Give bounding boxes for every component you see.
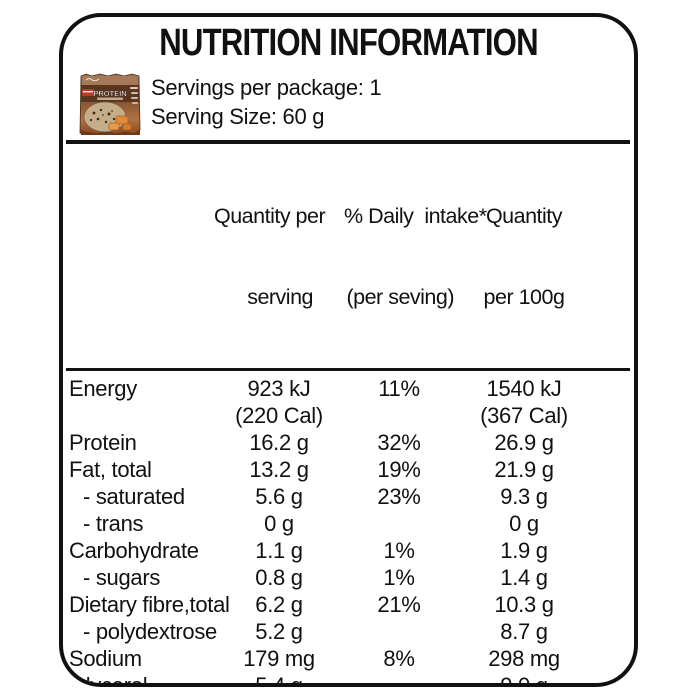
serving-size: Serving Size: 60 g (151, 104, 325, 129)
daily-intake-value (344, 672, 454, 683)
nutrition-table: Energy 923 kJ (220 Cal) 11% 1540 kJ (367… (66, 371, 630, 687)
daily-intake-value: 32% (377, 430, 421, 455)
daily-intake-value: 21% (377, 592, 421, 617)
table-header-row: Quantity per serving % Daily intake* (pe… (66, 144, 630, 368)
nutrient-name: - saturated (83, 484, 185, 509)
serving-info: Servings per package: 1 Serving Size: 60… (151, 70, 382, 131)
table-row-polydextrose: - polydextrose 5.2 g 8.7 g (66, 618, 630, 645)
qty-per-100g-value: 8.7 g (500, 619, 548, 644)
package-wordmark: PROTEIN (93, 89, 126, 98)
nutrient-name: Energy (69, 376, 137, 401)
qty-per-serving-value: 0 g (264, 511, 294, 536)
qty-per-100g-value: 26.9 g (494, 430, 554, 455)
daily-intake-value: 1% (383, 538, 415, 563)
nutrient-name: - sugars (83, 565, 161, 590)
qty-per-serving-value: 13.2 g (249, 457, 309, 482)
table-row-trans: - trans 0 g 0 g (66, 510, 630, 537)
daily-intake-value (344, 618, 454, 645)
table-row-glycerol: Glycerol 5.4 g 9.0 g (66, 672, 630, 687)
qty-per-100g-value: 10.3 g (494, 592, 554, 617)
qty-per-100g-value: 1.9 g (500, 538, 548, 563)
nutrition-label-panel: NUTRITION INFORMATION PROTEIN (59, 13, 638, 687)
qty-per-serving-value: 16.2 g (249, 430, 309, 455)
qty-per-100g-value: 0 g (509, 511, 539, 536)
header-nutrient-spacer (66, 149, 214, 365)
qty-per-serving-value: 0.8 g (255, 565, 303, 590)
header-qty-per-serving: Quantity per serving (214, 204, 326, 309)
nutrient-name: Carbohydrate (69, 538, 199, 563)
page-title: NUTRITION INFORMATION (159, 22, 538, 64)
qty-per-100g-value: 1.4 g (500, 565, 548, 590)
caramel-chunk (122, 123, 132, 131)
qty-per-serving-value: 5.2 g (255, 619, 303, 644)
qty-per-100g-value: 9.3 g (500, 484, 548, 509)
caramel-chunk (108, 122, 120, 131)
qty-per-100g-value: 21.9 g (494, 457, 554, 482)
product-package-image: PROTEIN (79, 73, 141, 135)
nutrient-name: Glycerol (69, 673, 148, 687)
header-qty-per-100g: Quantity per 100g (483, 204, 565, 309)
daily-intake-value: 23% (377, 484, 421, 509)
table-row-saturated: - saturated 5.6 g 23% 9.3 g (66, 483, 630, 510)
qty-per-serving-value: 6.2 g (255, 592, 303, 617)
table-top-rule (66, 140, 630, 144)
qty-per-100g-value: 298 mg (488, 646, 560, 671)
nutrient-name: - polydextrose (83, 619, 217, 644)
daily-intake-value: 11% (378, 376, 420, 401)
qty-per-serving-value: 179 mg (243, 646, 315, 671)
nutrient-name: Protein (69, 430, 137, 455)
servings-per-package: Servings per package: 1 (151, 75, 382, 100)
caramel-chunk (115, 115, 129, 125)
table-row-dietary-fibre: Dietary fibre,total 6.2 g 21% 10.3 g (66, 591, 630, 618)
daily-intake-value: 8% (383, 646, 415, 671)
table-row-protein: Protein 16.2 g 32% 26.9 g (66, 429, 630, 456)
header-daily-intake: % Daily intake* (per seving) (344, 204, 487, 309)
table-row-fat-total: Fat, total 13.2 g 19% 21.9 g (66, 456, 630, 483)
qty-per-serving-value: 1.1 g (255, 538, 303, 563)
qty-per-100g-value: 1540 kJ (367 Cal) (480, 376, 568, 428)
table-row-sodium: Sodium 179 mg 8% 298 mg (66, 645, 630, 672)
daily-intake-value (344, 510, 454, 537)
qty-per-100g-value: 9.0 g (500, 673, 548, 687)
table-row-sugars: - sugars 0.8 g 1% 1.4 g (66, 564, 630, 591)
nutrient-name: Sodium (69, 646, 142, 671)
qty-per-serving-value: 5.6 g (255, 484, 303, 509)
serving-section: PROTEIN Servings per pa (78, 70, 634, 140)
qty-per-serving-value: 5.4 g (255, 673, 303, 687)
daily-intake-value: 19% (377, 457, 421, 482)
daily-intake-value: 1% (383, 565, 415, 590)
nutrient-name: - trans (83, 511, 144, 536)
table-header-rule (66, 368, 630, 371)
table-row-energy: Energy 923 kJ (220 Cal) 11% 1540 kJ (367… (66, 375, 630, 429)
brand-logo-block (82, 89, 94, 96)
qty-per-serving-value: 923 kJ (220 Cal) (235, 376, 323, 428)
nutrient-name: Dietary fibre,total (69, 592, 230, 617)
table-row-carbohydrate: Carbohydrate 1.1 g 1% 1.9 g (66, 537, 630, 564)
nutrient-name: Fat, total (69, 457, 152, 482)
